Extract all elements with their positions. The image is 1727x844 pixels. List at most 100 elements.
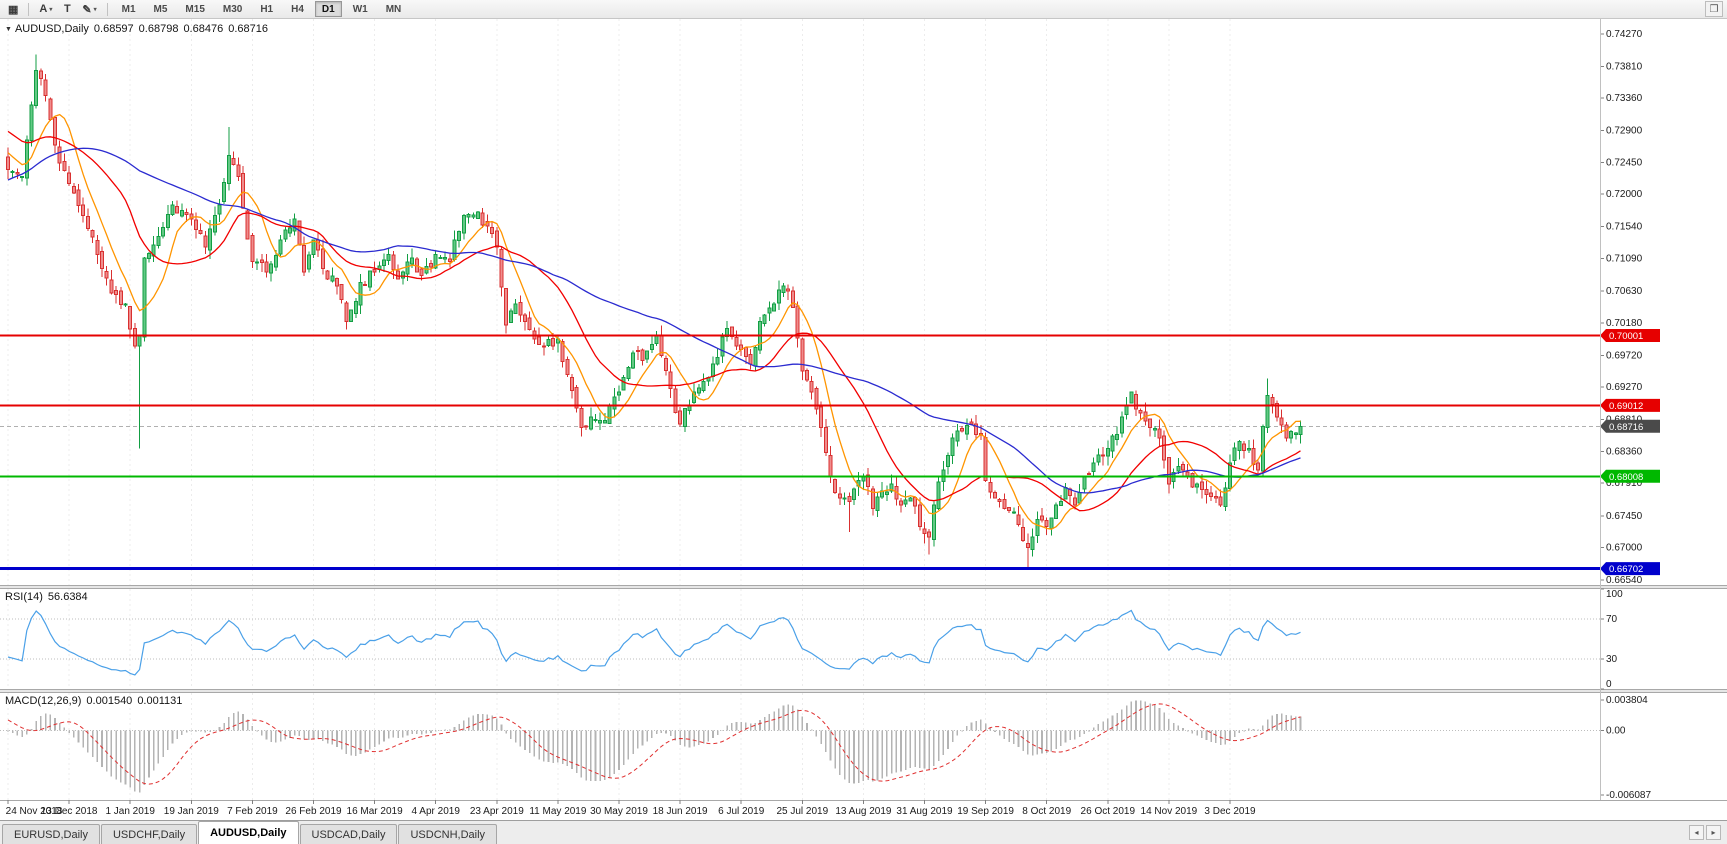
candle-body xyxy=(382,259,386,266)
moving-average-line-55[interactable] xyxy=(7,147,1301,494)
price-tag[interactable]: 0.68716 xyxy=(1600,419,1660,433)
timeframe-button-h4[interactable]: H4 xyxy=(291,3,304,15)
candle-body xyxy=(598,420,603,424)
macd-histogram-bar xyxy=(7,730,9,732)
candle-body xyxy=(288,227,292,234)
chart-tab-usdchf[interactable]: USDCHF,Daily xyxy=(100,824,198,844)
timeframe-button-m15[interactable]: M15 xyxy=(185,3,205,15)
candle-body xyxy=(457,231,462,241)
candle-body xyxy=(950,437,955,456)
candle-body xyxy=(335,277,339,287)
macd-histogram-bar xyxy=(120,730,122,783)
candle-body xyxy=(931,504,936,541)
candle-body xyxy=(584,425,589,428)
price-axis-label: 0.74270 xyxy=(1606,29,1643,40)
macd-histogram-bar xyxy=(105,730,108,772)
candle-body xyxy=(137,335,142,347)
macd-histogram-bar xyxy=(613,730,616,774)
candle-body xyxy=(969,421,974,425)
cursor-tool-icon[interactable]: A ▾ xyxy=(35,1,56,17)
charts-grid-icon[interactable]: ▦ xyxy=(4,1,22,17)
candle-body xyxy=(476,211,480,219)
macd-histogram-bar xyxy=(937,730,940,761)
price-axis-label: 0.72000 xyxy=(1606,189,1643,200)
timeframe-button-w1[interactable]: W1 xyxy=(352,3,368,15)
macd-histogram-bar xyxy=(171,730,174,744)
chart-tab-usdcad[interactable]: USDCAD,Daily xyxy=(299,824,398,844)
candle-body xyxy=(837,493,842,499)
timeframe-button-mn[interactable]: MN xyxy=(385,3,402,15)
macd-histogram-bar xyxy=(293,730,296,736)
candle-body xyxy=(208,228,213,251)
macd-histogram-bar xyxy=(26,730,28,735)
timeframe-button-m1[interactable]: M1 xyxy=(121,3,136,15)
price-tag[interactable]: 0.69012 xyxy=(1600,398,1660,412)
macd-histogram-bar xyxy=(223,722,225,731)
candle-body xyxy=(819,406,824,429)
cursor-tool-icon-glyph: A xyxy=(39,3,48,15)
timeframe-button-m30[interactable]: M30 xyxy=(222,3,243,15)
candle-body xyxy=(118,290,123,305)
candle-body xyxy=(1166,457,1171,485)
candle-body xyxy=(1148,418,1153,428)
candle-body xyxy=(523,314,527,322)
macd-histogram-bar xyxy=(759,719,761,731)
macd-histogram-bar xyxy=(857,730,860,783)
macd-histogram-bar xyxy=(702,730,705,744)
candle-body xyxy=(1030,536,1035,550)
macd-histogram-bar xyxy=(1069,730,1071,741)
macd-histogram-bar xyxy=(796,709,799,731)
panel-separators[interactable] xyxy=(0,585,1727,693)
date-axis-label: 26 Oct 2019 xyxy=(1081,806,1136,817)
candle-body xyxy=(236,164,241,178)
chart-tab-eurusd[interactable]: EURUSD,Daily xyxy=(2,824,100,844)
quick-trade-arrow-icon[interactable]: ▼ xyxy=(5,26,12,33)
chart-tab-audusd[interactable]: AUDUSD,Daily xyxy=(198,821,299,844)
candle-body xyxy=(95,240,100,255)
candle-body xyxy=(1063,487,1068,500)
moving-average-line-8[interactable] xyxy=(7,113,1301,530)
candle-body xyxy=(936,481,941,510)
macd-histogram-bar xyxy=(1017,730,1020,748)
candle-body xyxy=(490,227,495,235)
tabs-scroll-right-icon[interactable]: ▸ xyxy=(1706,825,1721,840)
draw-tool-icon[interactable]: ✎ ▾ xyxy=(78,1,100,17)
macd-histogram-bar xyxy=(129,730,131,788)
rsi-name: RSI(14) xyxy=(5,591,43,603)
macd-histogram-bar xyxy=(1205,730,1208,740)
level-lines[interactable] xyxy=(0,334,1600,571)
text-tool-icon[interactable]: T xyxy=(58,1,76,17)
macd-histogram-bar xyxy=(684,730,686,747)
timeframe-button-m5[interactable]: M5 xyxy=(153,3,168,15)
price-tag[interactable]: 0.68008 xyxy=(1600,469,1660,483)
tabs-scroll-left-icon[interactable]: ◂ xyxy=(1689,825,1704,840)
restore-chart-icon[interactable]: ❐ xyxy=(1705,1,1723,17)
timeframe-button-d1[interactable]: D1 xyxy=(314,1,342,17)
date-axis-label: 23 Apr 2019 xyxy=(470,806,524,817)
price-tag[interactable]: 0.66702 xyxy=(1600,562,1660,576)
candle-body xyxy=(1275,403,1279,418)
macd-histogram-bar xyxy=(1064,730,1067,743)
price-tag[interactable]: 0.70001 xyxy=(1600,329,1660,342)
macd-histogram-bar xyxy=(434,730,437,732)
chart-tab-usdcnh[interactable]: USDCNH,Daily xyxy=(398,824,498,844)
macd-histogram-bar xyxy=(608,730,611,778)
macd-histogram-bar xyxy=(152,730,155,771)
chart-title-open: 0.68597 xyxy=(93,23,134,35)
macd-histogram-bar xyxy=(806,723,808,731)
macd-signal-line[interactable] xyxy=(7,703,1301,785)
macd-histogram-bar xyxy=(472,715,475,731)
candle-body xyxy=(128,306,133,330)
candle-body xyxy=(701,381,706,391)
candle-body xyxy=(471,214,476,218)
moving-average-line-21[interactable] xyxy=(7,130,1301,512)
macd-histogram-bar xyxy=(1285,715,1288,731)
rsi-line[interactable] xyxy=(7,609,1301,676)
macd-histogram-bar xyxy=(1130,701,1133,731)
rsi-indicator-label: RSI(14) 56.6384 xyxy=(5,591,88,603)
timeframe-button-h1[interactable]: H1 xyxy=(260,3,274,15)
macd-histogram-bar xyxy=(618,730,620,770)
price-chart-canvas[interactable]: 0.74270 0.73810 0.73360 0.72900 0.72450 0.720… xyxy=(0,0,1727,820)
candle-body xyxy=(255,261,260,264)
date-axis-label: 19 Sep 2019 xyxy=(957,806,1014,817)
